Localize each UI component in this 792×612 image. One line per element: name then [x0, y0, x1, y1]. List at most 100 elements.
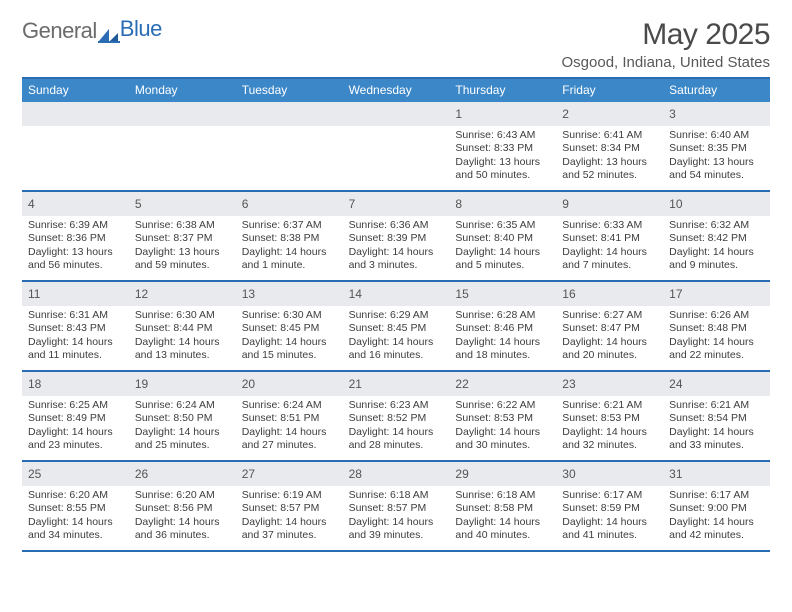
- day-body: Sunrise: 6:33 AMSunset: 8:41 PMDaylight:…: [556, 216, 663, 277]
- day-number: [28, 107, 31, 121]
- sunrise-text: Sunrise: 6:17 AM: [669, 489, 764, 502]
- day-cell: 9Sunrise: 6:33 AMSunset: 8:41 PMDaylight…: [556, 192, 663, 280]
- day-body: Sunrise: 6:30 AMSunset: 8:44 PMDaylight:…: [129, 306, 236, 367]
- weekday-header: Wednesday: [343, 79, 450, 102]
- daylight-text: Daylight: 13 hours and 56 minutes.: [28, 246, 123, 273]
- day-cell: [236, 102, 343, 190]
- sunrise-text: Sunrise: 6:25 AM: [28, 399, 123, 412]
- daylight-text: Daylight: 14 hours and 16 minutes.: [349, 336, 444, 363]
- sunrise-text: Sunrise: 6:19 AM: [242, 489, 337, 502]
- day-cell: 22Sunrise: 6:22 AMSunset: 8:53 PMDayligh…: [449, 372, 556, 460]
- day-number: [242, 107, 245, 121]
- day-body: Sunrise: 6:17 AMSunset: 9:00 PMDaylight:…: [663, 486, 770, 547]
- day-body: Sunrise: 6:32 AMSunset: 8:42 PMDaylight:…: [663, 216, 770, 277]
- daylight-text: Daylight: 14 hours and 28 minutes.: [349, 426, 444, 453]
- sunset-text: Sunset: 8:45 PM: [349, 322, 444, 335]
- day-number: 16: [562, 287, 575, 301]
- page-header: General Blue May 2025 Osgood, Indiana, U…: [22, 18, 770, 71]
- sunrise-text: Sunrise: 6:18 AM: [349, 489, 444, 502]
- day-body: Sunrise: 6:21 AMSunset: 8:54 PMDaylight:…: [663, 396, 770, 457]
- day-number: 11: [28, 287, 40, 301]
- day-number: 27: [242, 467, 255, 481]
- day-cell: 28Sunrise: 6:18 AMSunset: 8:57 PMDayligh…: [343, 462, 450, 550]
- day-cell: 31 Sunrise: 6:17 AMSunset: 9:00 PMDayligh…: [663, 462, 770, 550]
- sunset-text: Sunset: 8:59 PM: [562, 502, 657, 515]
- daynum-row: 27: [236, 462, 343, 486]
- day-number: [135, 107, 138, 121]
- daynum-row: 14: [343, 282, 450, 306]
- location-text: Osgood, Indiana, United States: [562, 54, 770, 71]
- weekday-header: Thursday: [449, 79, 556, 102]
- daylight-text: Daylight: 14 hours and 13 minutes.: [135, 336, 230, 363]
- daylight-text: Daylight: 14 hours and 36 minutes.: [135, 516, 230, 543]
- daynum-row: 25: [22, 462, 129, 486]
- daynum-row: 30: [556, 462, 663, 486]
- day-cell: 30Sunrise: 6:17 AMSunset: 8:59 PMDayligh…: [556, 462, 663, 550]
- day-cell: 17Sunrise: 6:26 AMSunset: 8:48 PMDayligh…: [663, 282, 770, 370]
- sunrise-text: Sunrise: 6:33 AM: [562, 219, 657, 232]
- day-number: 22: [455, 377, 468, 391]
- sunset-text: Sunset: 8:55 PM: [28, 502, 123, 515]
- sunrise-text: Sunrise: 6:30 AM: [135, 309, 230, 322]
- day-body: Sunrise: 6:20 AMSunset: 8:56 PMDaylight:…: [129, 486, 236, 547]
- sunrise-text: Sunrise: 6:20 AM: [135, 489, 230, 502]
- day-cell: 24Sunrise: 6:21 AMSunset: 8:54 PMDayligh…: [663, 372, 770, 460]
- daylight-text: Daylight: 14 hours and 5 minutes.: [455, 246, 550, 273]
- daynum-row: [236, 102, 343, 126]
- sunrise-text: Sunrise: 6:41 AM: [562, 129, 657, 142]
- weekday-header: Saturday: [663, 79, 770, 102]
- sunset-text: Sunset: 8:47 PM: [562, 322, 657, 335]
- sunset-text: Sunset: 8:48 PM: [669, 322, 764, 335]
- sunset-text: Sunset: 8:50 PM: [135, 412, 230, 425]
- day-body: Sunrise: 6:31 AMSunset: 8:43 PMDaylight:…: [22, 306, 129, 367]
- sunset-text: Sunset: 8:42 PM: [669, 232, 764, 245]
- sunrise-text: Sunrise: 6:37 AM: [242, 219, 337, 232]
- day-cell: 8Sunrise: 6:35 AMSunset: 8:40 PMDaylight…: [449, 192, 556, 280]
- day-body: [236, 126, 343, 133]
- sunset-text: Sunset: 8:34 PM: [562, 142, 657, 155]
- day-number: 31: [669, 467, 682, 481]
- brand-part1: General: [22, 18, 97, 44]
- sunrise-text: Sunrise: 6:18 AM: [455, 489, 550, 502]
- daynum-row: 3: [663, 102, 770, 126]
- sunrise-text: Sunrise: 6:26 AM: [669, 309, 764, 322]
- daynum-row: 8: [449, 192, 556, 216]
- day-cell: 4Sunrise: 6:39 AMSunset: 8:36 PMDaylight…: [22, 192, 129, 280]
- sunset-text: Sunset: 8:52 PM: [349, 412, 444, 425]
- day-cell: 26Sunrise: 6:20 AMSunset: 8:56 PMDayligh…: [129, 462, 236, 550]
- weekday-header: Monday: [129, 79, 236, 102]
- sunset-text: Sunset: 8:49 PM: [28, 412, 123, 425]
- day-number: 4: [28, 197, 35, 211]
- sunrise-text: Sunrise: 6:23 AM: [349, 399, 444, 412]
- daynum-row: 18: [22, 372, 129, 396]
- day-cell: 12Sunrise: 6:30 AMSunset: 8:44 PMDayligh…: [129, 282, 236, 370]
- sunset-text: Sunset: 8:54 PM: [669, 412, 764, 425]
- day-number: [349, 107, 352, 121]
- daylight-text: Daylight: 14 hours and 40 minutes.: [455, 516, 550, 543]
- sunset-text: Sunset: 8:57 PM: [242, 502, 337, 515]
- day-body: Sunrise: 6:18 AMSunset: 8:57 PMDaylight:…: [343, 486, 450, 547]
- day-number: 14: [349, 287, 362, 301]
- sunset-text: Sunset: 8:41 PM: [562, 232, 657, 245]
- day-cell: 1Sunrise: 6:43 AMSunset: 8:33 PMDaylight…: [449, 102, 556, 190]
- daylight-text: Daylight: 14 hours and 33 minutes.: [669, 426, 764, 453]
- daylight-text: Daylight: 13 hours and 59 minutes.: [135, 246, 230, 273]
- daynum-row: [343, 102, 450, 126]
- daylight-text: Daylight: 14 hours and 1 minute.: [242, 246, 337, 273]
- daynum-row: 16: [556, 282, 663, 306]
- sunset-text: Sunset: 8:53 PM: [455, 412, 550, 425]
- day-body: Sunrise: 6:19 AMSunset: 8:57 PMDaylight:…: [236, 486, 343, 547]
- day-cell: 5Sunrise: 6:38 AMSunset: 8:37 PMDaylight…: [129, 192, 236, 280]
- daynum-row: 23: [556, 372, 663, 396]
- day-body: Sunrise: 6:27 AMSunset: 8:47 PMDaylight:…: [556, 306, 663, 367]
- day-cell: 2Sunrise: 6:41 AMSunset: 8:34 PMDaylight…: [556, 102, 663, 190]
- day-number: 2: [562, 107, 569, 121]
- sunset-text: Sunset: 8:35 PM: [669, 142, 764, 155]
- day-number: 6: [242, 197, 249, 211]
- daynum-row: 19: [129, 372, 236, 396]
- daylight-text: Daylight: 14 hours and 7 minutes.: [562, 246, 657, 273]
- sunset-text: Sunset: 8:58 PM: [455, 502, 550, 515]
- daynum-row: 22: [449, 372, 556, 396]
- daynum-row: 6: [236, 192, 343, 216]
- sunrise-text: Sunrise: 6:30 AM: [242, 309, 337, 322]
